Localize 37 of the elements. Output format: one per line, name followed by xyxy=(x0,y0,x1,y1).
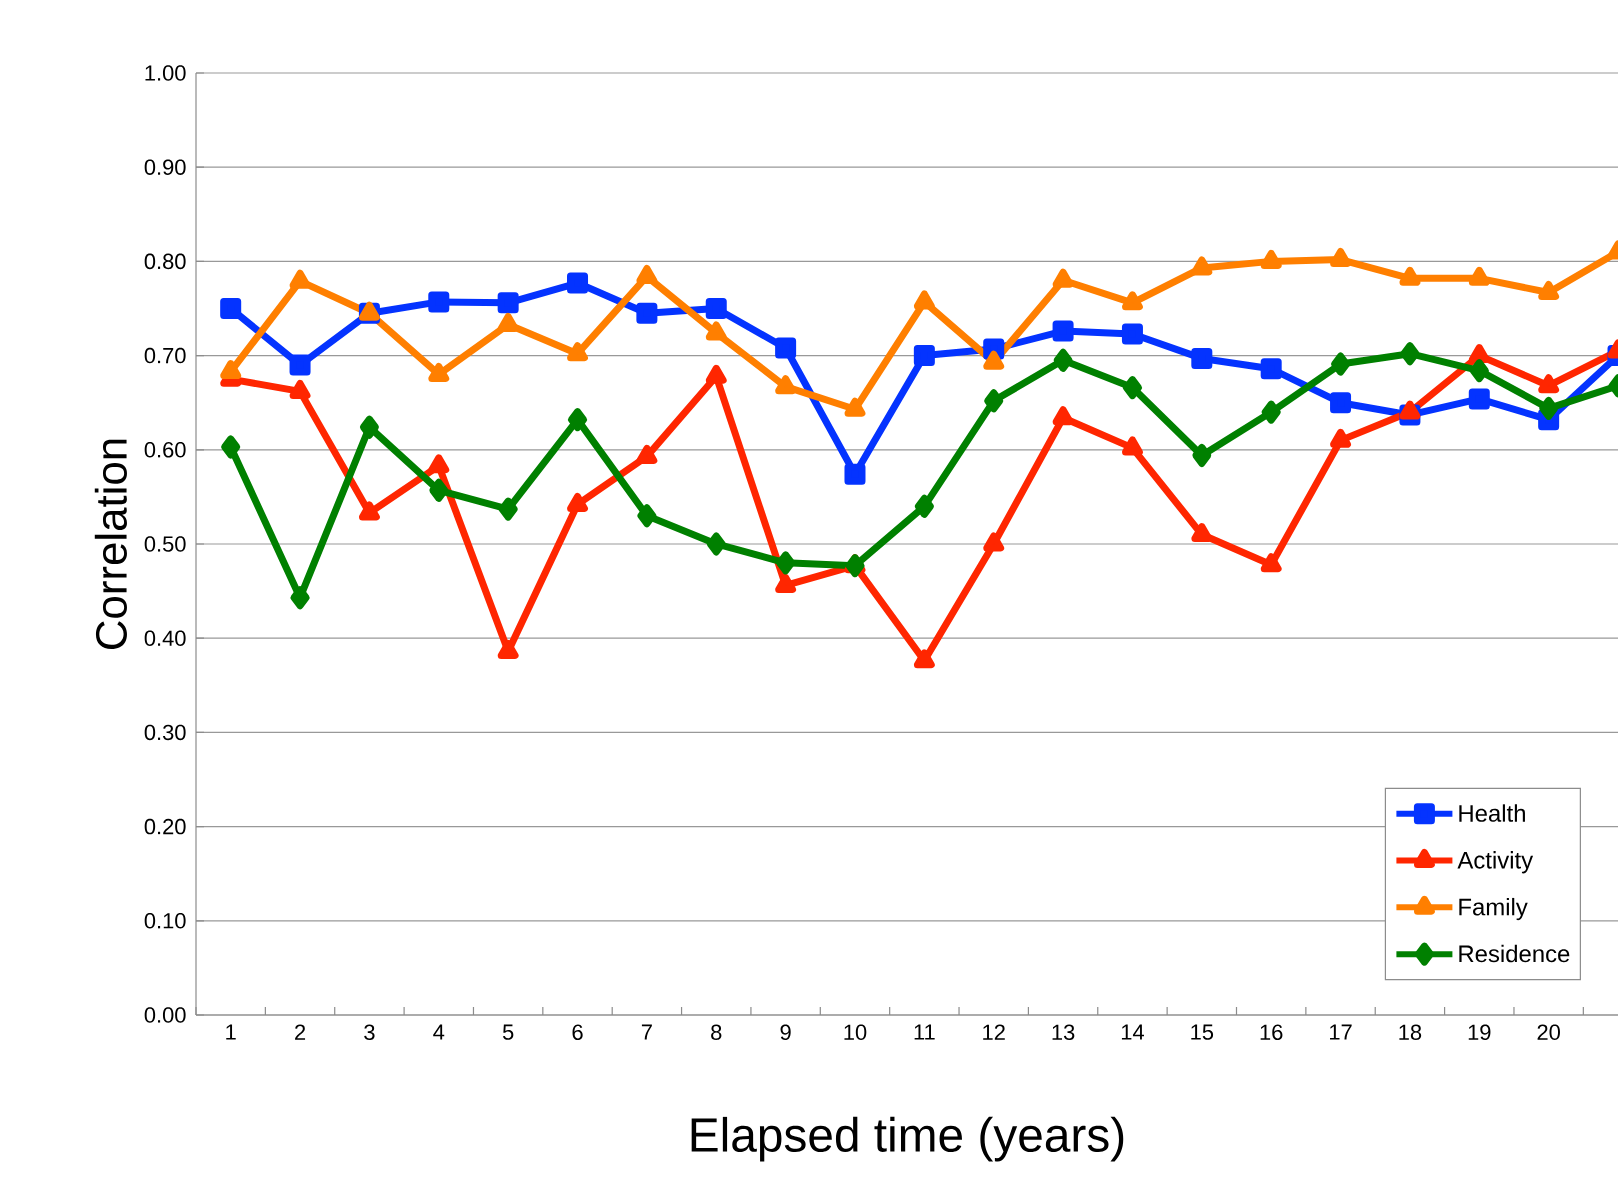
y-tick-label: 0.70 xyxy=(144,347,186,364)
x-tick-label: 6 xyxy=(572,1024,583,1041)
x-tick-label: 7 xyxy=(641,1024,652,1040)
y-tick-label: 0.20 xyxy=(144,818,186,835)
x-tick-label: 17 xyxy=(1330,1024,1352,1040)
x-tick-label: 14 xyxy=(1121,1024,1144,1040)
y-tick-label: 0.60 xyxy=(144,442,186,458)
x-tick-label: 2 xyxy=(295,1024,306,1040)
x-tick-label: 16 xyxy=(1260,1024,1283,1041)
x-tick-label: 12 xyxy=(983,1024,1005,1040)
x-tick-label: 8 xyxy=(711,1024,722,1041)
x-tick-label: 11 xyxy=(914,1024,935,1040)
x-tick-label: 15 xyxy=(1191,1024,1214,1040)
y-tick-label: 0.80 xyxy=(144,253,186,270)
x-tick-label: 4 xyxy=(433,1024,445,1040)
x-tick-label: 18 xyxy=(1399,1024,1422,1041)
y-tick-label: 0.30 xyxy=(144,724,186,741)
y-tick-label: 0.10 xyxy=(144,913,186,929)
y-tick-label: 1.00 xyxy=(145,65,186,81)
legend-label: Activity xyxy=(1457,851,1534,874)
y-axis-title: Correlation xyxy=(94,439,127,649)
x-tick-label: 1 xyxy=(226,1024,236,1040)
y-tick-label: 0.00 xyxy=(144,1007,186,1023)
x-tick-label: 20 xyxy=(1537,1024,1560,1041)
x-tick-label: 10 xyxy=(844,1024,867,1041)
x-tick-label: 9 xyxy=(780,1024,791,1041)
x-axis-title: Elapsed time (years) xyxy=(691,1116,1124,1162)
y-tick-label: 0.90 xyxy=(144,159,186,175)
x-tick-label: 5 xyxy=(502,1024,514,1040)
x-tick-label: 13 xyxy=(1052,1024,1075,1041)
x-tick-label: 19 xyxy=(1468,1024,1491,1041)
legend-label: Health xyxy=(1459,804,1525,822)
legend-label: Residence xyxy=(1459,944,1570,963)
y-tick-label: 0.50 xyxy=(144,536,186,552)
y-tick-label: 0.40 xyxy=(144,630,186,646)
x-tick-label: 3 xyxy=(364,1024,375,1041)
legend-label: Family xyxy=(1459,897,1528,921)
